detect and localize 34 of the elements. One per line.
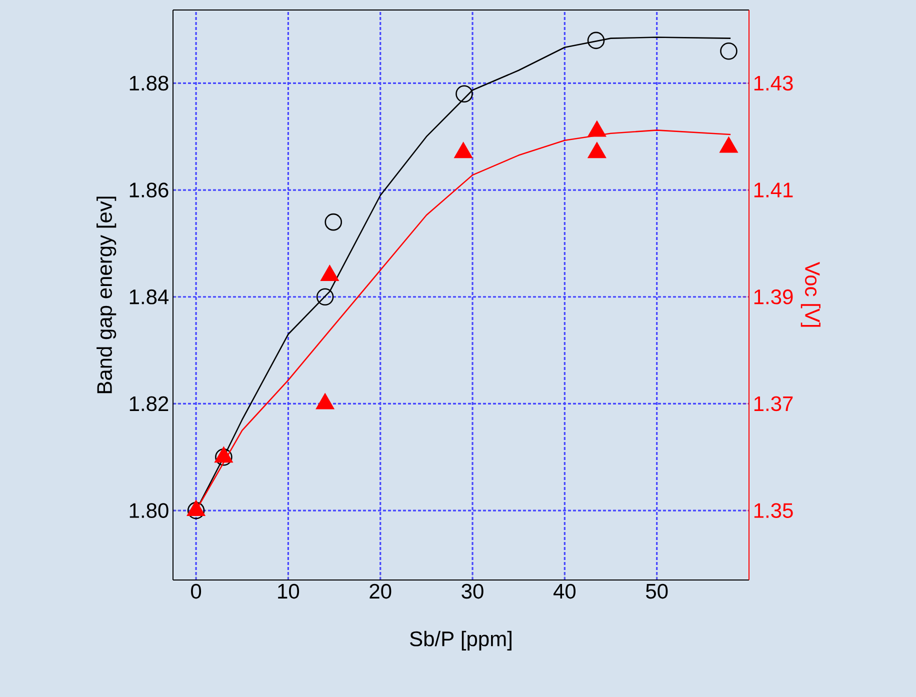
point xyxy=(187,502,205,520)
x-tick-label: 20 xyxy=(370,584,392,599)
point xyxy=(316,288,334,306)
point xyxy=(454,142,472,158)
point xyxy=(456,85,473,103)
y-tick-label: 1.84 xyxy=(130,289,169,304)
y-tick-label: 1.82 xyxy=(130,396,168,412)
y-tick-label: 1.88 xyxy=(130,76,168,91)
x-tick-label: 10 xyxy=(278,584,300,599)
y2-tick-label: 1.43 xyxy=(754,76,793,91)
point xyxy=(186,500,206,516)
point xyxy=(588,142,606,158)
point xyxy=(316,393,334,410)
y-tick-label: 1.86 xyxy=(130,182,168,198)
point xyxy=(720,42,738,60)
y2-tick-label: 1.41 xyxy=(754,182,793,198)
x-axis-title: Sb/P [ppm] xyxy=(410,630,512,650)
point xyxy=(320,265,339,281)
x-tick-label: 50 xyxy=(646,584,668,599)
y2-axis-title: Voc [V] xyxy=(800,262,820,327)
point xyxy=(214,446,233,463)
y-axis-title: Band gap energy [ev] xyxy=(96,196,116,394)
y2-tick-label: 1.39 xyxy=(754,289,793,304)
y2-tick-label: 1.37 xyxy=(754,396,793,412)
x-tick-label: 40 xyxy=(553,584,576,599)
x-tick-label: 0 xyxy=(191,584,202,599)
point xyxy=(720,136,738,153)
point xyxy=(215,448,232,466)
point xyxy=(588,120,606,137)
point xyxy=(587,32,605,50)
y2-tick-label: 1.35 xyxy=(754,503,793,518)
y-tick-label: 1.80 xyxy=(130,503,168,518)
x-tick-label: 30 xyxy=(462,584,484,599)
point xyxy=(324,213,342,231)
